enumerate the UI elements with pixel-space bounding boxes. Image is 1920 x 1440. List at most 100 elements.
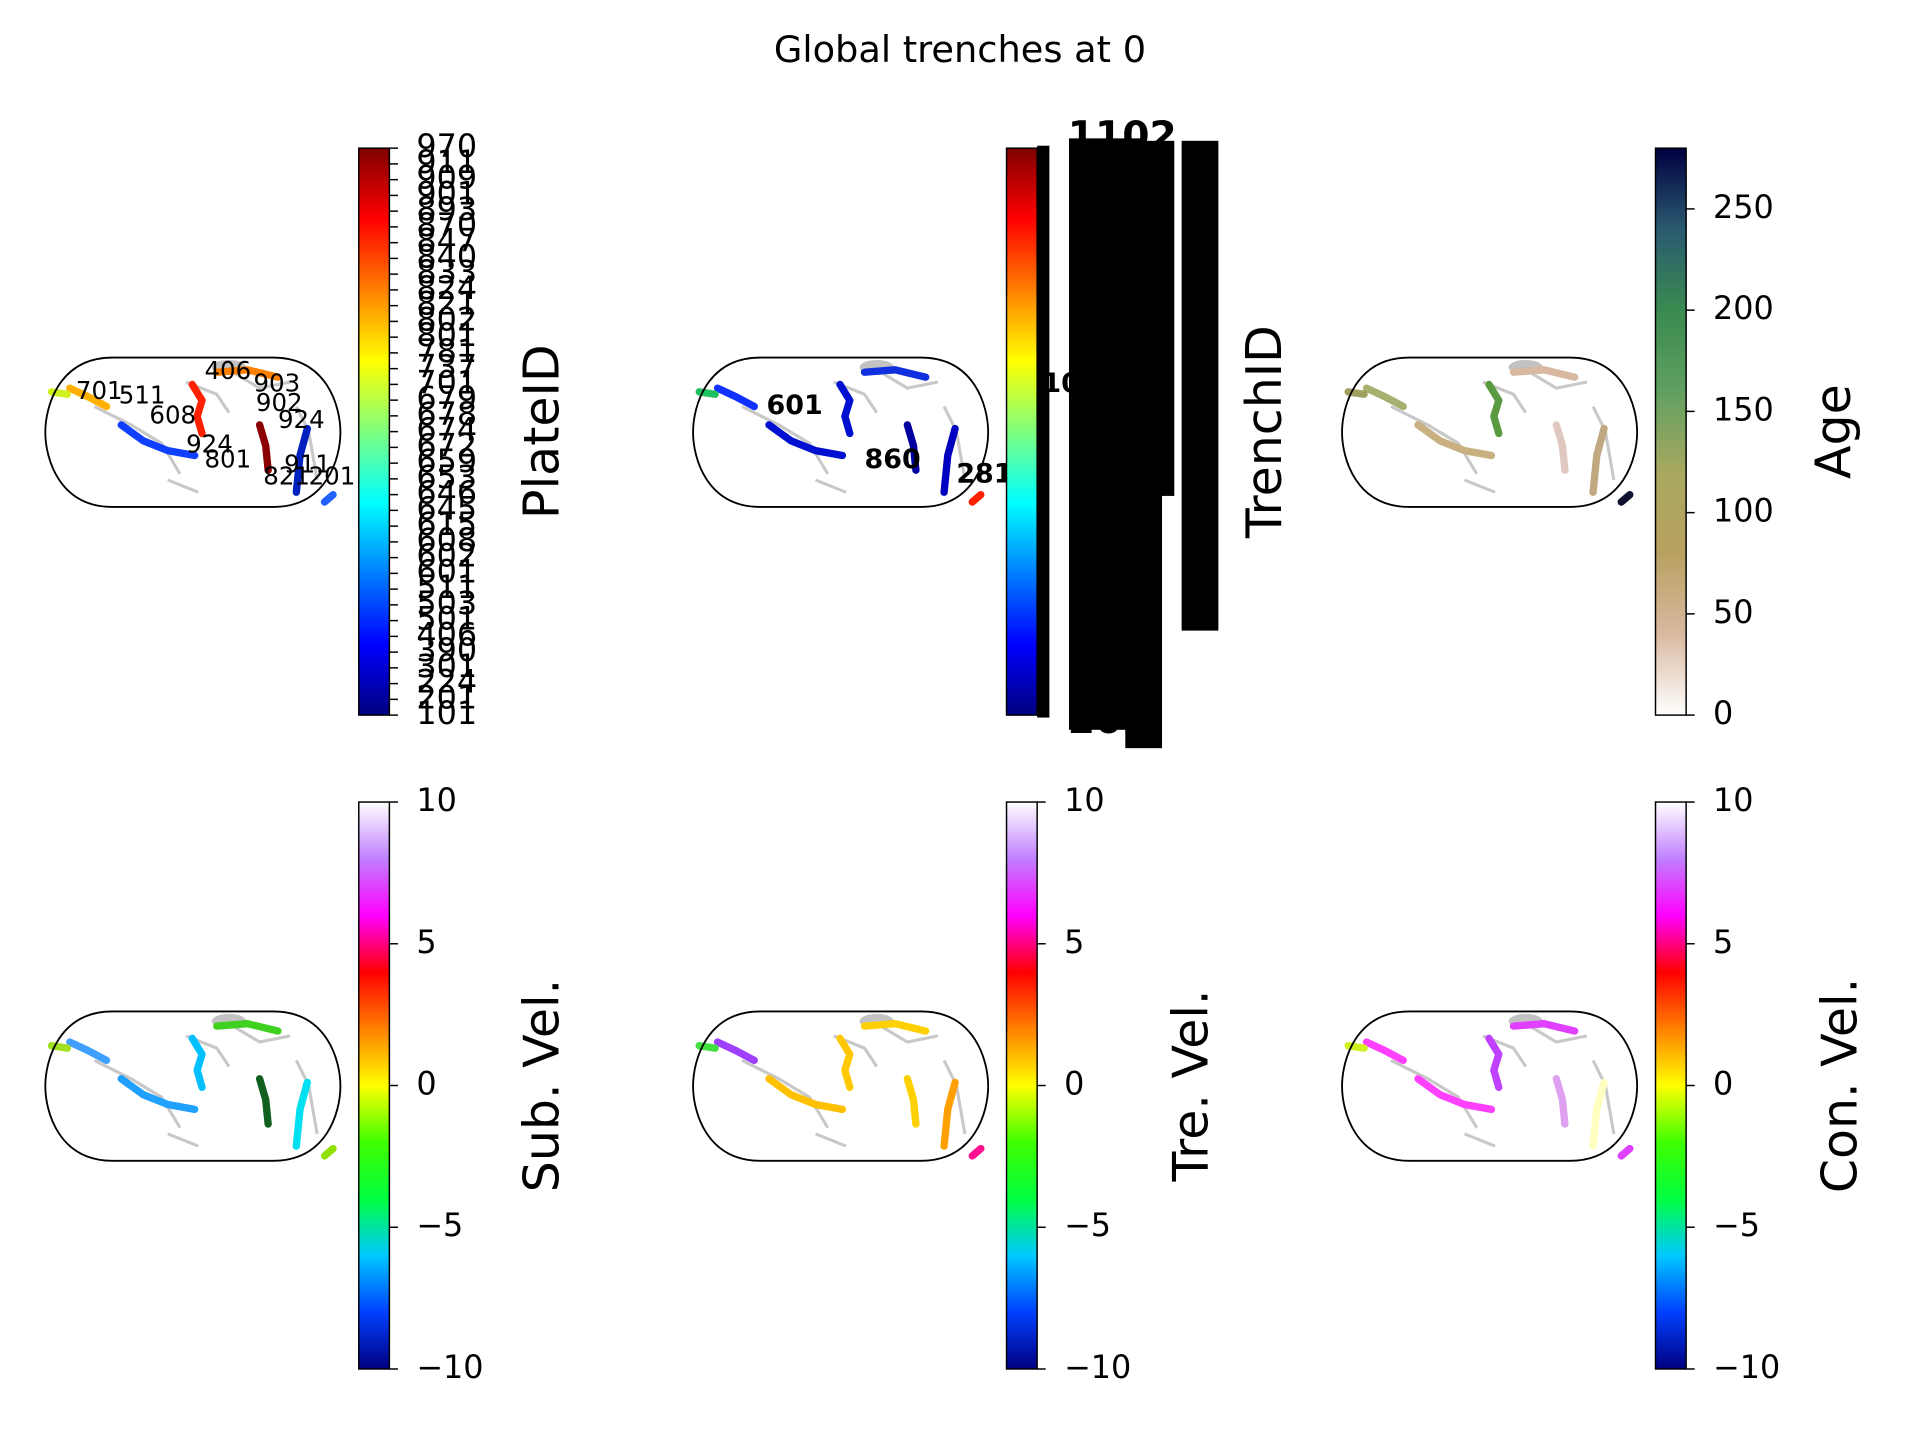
colorbar xyxy=(1005,147,1038,716)
tick-label: 679 xyxy=(416,379,477,417)
trench xyxy=(968,1144,985,1160)
trench xyxy=(66,1038,111,1065)
trench xyxy=(765,421,847,460)
map-annotation: 608 xyxy=(149,400,196,429)
colorbar-label: Age xyxy=(1805,384,1862,479)
trench xyxy=(255,1075,272,1128)
tick-label: 674 xyxy=(416,411,477,449)
tick-label: 653 xyxy=(416,458,477,496)
tick-label: 659 xyxy=(416,442,477,480)
coastline xyxy=(1463,1132,1496,1148)
colorbar-label: Con. Vel. xyxy=(1811,978,1868,1193)
trench xyxy=(860,366,930,381)
colorbar xyxy=(358,147,391,716)
tick-label: 870 xyxy=(416,206,477,244)
map-annotation: 902 xyxy=(256,388,303,417)
tick-label: 802 xyxy=(416,300,477,338)
panel: −10 −5 0 5 10 Tre. Vel. xyxy=(692,781,1219,1386)
tick-label: −5 xyxy=(1064,1206,1111,1244)
trench xyxy=(713,384,758,411)
tick-label: 224 xyxy=(416,663,477,701)
tick-label: 0 xyxy=(1064,1065,1084,1103)
tick-label: 390 xyxy=(416,631,477,669)
trench xyxy=(1362,384,1407,411)
overlapping-labels xyxy=(1181,140,1219,631)
map-outline xyxy=(44,356,342,508)
trench xyxy=(1509,1020,1579,1035)
tick-label: 893 xyxy=(416,190,477,228)
coastline xyxy=(1524,1022,1588,1044)
tick-label: 847 xyxy=(416,222,477,260)
map-outline xyxy=(44,1010,342,1162)
trench xyxy=(213,366,282,381)
tick-label: 601 xyxy=(416,552,477,590)
trench xyxy=(713,1038,758,1065)
trench xyxy=(903,421,920,474)
tick-label: 501 xyxy=(416,600,477,638)
trench xyxy=(1589,1078,1608,1150)
colorbar xyxy=(1005,801,1038,1370)
tick-label: 911 xyxy=(416,143,477,181)
panel: 0 50 100 150 200 250 Age xyxy=(1341,147,1862,732)
tick-label: 602 xyxy=(416,537,477,575)
trench xyxy=(117,1075,199,1114)
coastline xyxy=(741,405,830,475)
map-annotation: 801 xyxy=(204,444,251,473)
coastline xyxy=(875,368,939,390)
map-annotation: 511 xyxy=(119,381,166,410)
trench xyxy=(860,1020,930,1035)
tick-label: 909 xyxy=(416,159,477,197)
tick-label: 608 xyxy=(416,521,477,559)
colorbar-label: PlateID xyxy=(513,344,570,519)
tick-label: 301 xyxy=(416,647,477,685)
trench xyxy=(1485,380,1503,438)
map-annotation: 860 xyxy=(864,444,920,475)
map-annotation: 924 xyxy=(186,430,233,459)
tick-label: 202 xyxy=(1068,698,1150,743)
coastline xyxy=(167,478,199,494)
coastline xyxy=(1390,1059,1479,1129)
coastline xyxy=(228,368,291,390)
trench xyxy=(188,380,206,438)
tick-label: 150 xyxy=(1713,390,1774,428)
tick-label: 821 xyxy=(416,285,477,323)
trench xyxy=(968,491,985,506)
trench xyxy=(1552,1075,1569,1128)
tick-label: 100 xyxy=(1713,492,1774,530)
tick-label: 0 xyxy=(1713,694,1733,732)
panel: −10 −5 0 5 10 Sub. Vel. xyxy=(44,781,570,1386)
trench xyxy=(320,491,337,506)
trench xyxy=(255,421,272,474)
map-outline xyxy=(692,356,990,508)
trench xyxy=(1589,424,1608,496)
tick-label: −10 xyxy=(1713,1348,1780,1386)
map-annotation: 701 xyxy=(76,376,123,405)
trench xyxy=(1362,1038,1407,1065)
trench xyxy=(1485,1034,1503,1092)
tick-label: 833 xyxy=(416,253,477,291)
trench xyxy=(836,380,854,438)
map-annotation: 924 xyxy=(278,405,325,434)
tick-label: 801 xyxy=(416,316,477,354)
tick-label: 646 xyxy=(416,474,477,512)
tick-label: 50 xyxy=(1713,593,1754,631)
trench xyxy=(1552,421,1569,474)
colorbar-label: TrenchID xyxy=(1236,325,1293,539)
trench xyxy=(213,1020,282,1035)
colorbar xyxy=(1654,147,1687,716)
colorbar-label: Tre. Vel. xyxy=(1162,989,1219,1182)
tick-label: 0 xyxy=(1713,1065,1733,1103)
map-annotation: 601 xyxy=(767,390,823,421)
trench xyxy=(188,1034,206,1092)
tick-label: 250 xyxy=(1713,188,1774,226)
map-annotation: 201 xyxy=(309,462,356,491)
tick-label: 737 xyxy=(416,348,477,386)
tick-label: 701 xyxy=(416,363,477,401)
overlapping-labels xyxy=(1125,393,1163,749)
map-outline xyxy=(692,1010,990,1162)
coastline xyxy=(93,405,182,475)
trench xyxy=(292,1078,312,1150)
tick-label: −5 xyxy=(416,1206,463,1244)
tick-label: 781 xyxy=(416,332,477,370)
